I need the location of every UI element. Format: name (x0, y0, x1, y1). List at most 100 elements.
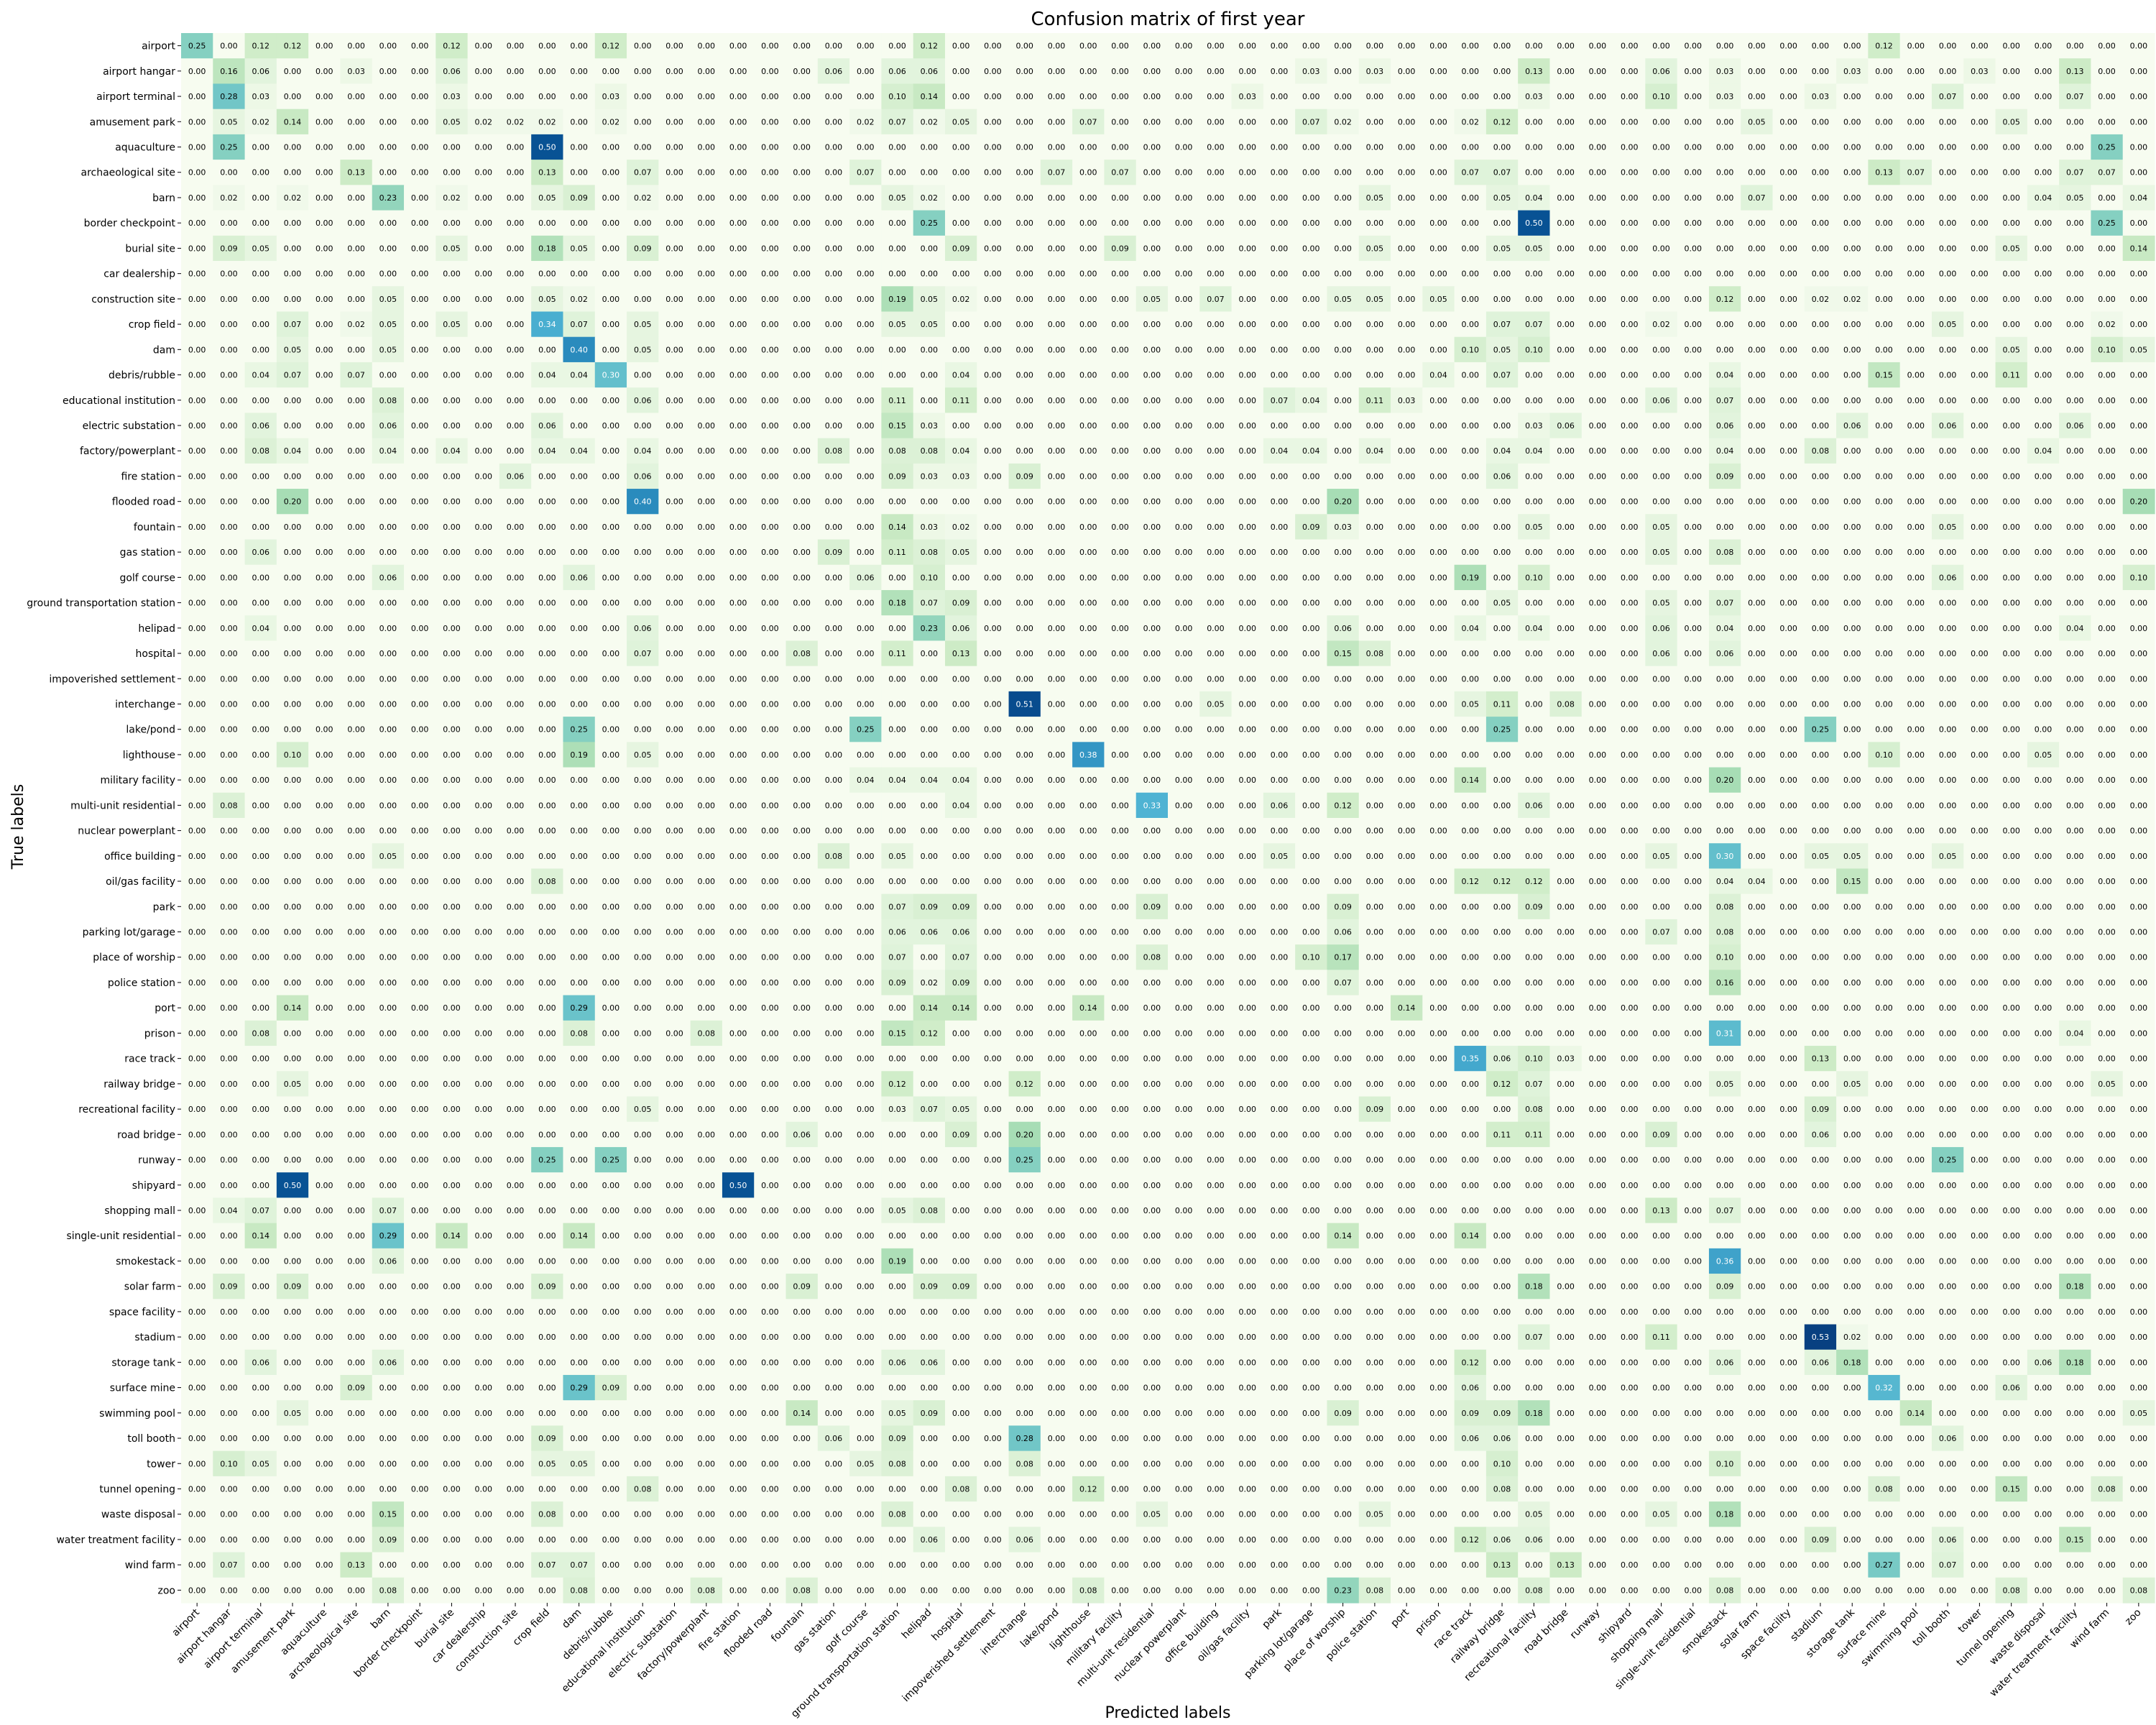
cell-value-label: 0.00 (507, 42, 525, 51)
cell-value-label: 0.00 (2002, 320, 2020, 329)
cell-value-label: 0.00 (443, 649, 461, 658)
cell-value-label: 0.00 (1843, 320, 1861, 329)
heatmap-cell (2027, 109, 2060, 135)
heatmap-cell (1741, 134, 1774, 160)
cell-value-label: 0.00 (602, 345, 620, 354)
heatmap-cell (1645, 58, 1678, 85)
heatmap-cell (276, 33, 309, 59)
cell-value-label: 0.00 (284, 396, 302, 405)
cell-value-label: 0.00 (761, 801, 779, 810)
cell-value-label: 0.00 (1048, 902, 1066, 911)
cell-value-label: 0.00 (475, 827, 493, 836)
cell-value-label: 0.00 (443, 143, 461, 152)
cell-value-label: 0.00 (1366, 978, 1384, 988)
cell-value-label: 0.00 (1015, 193, 1033, 203)
cell-value-label: 0.00 (284, 852, 302, 861)
cell-value-label: 0.00 (411, 92, 429, 101)
heatmap-cell (1581, 33, 1614, 59)
heatmap-cell (1677, 185, 1710, 211)
cell-value-label: 0.00 (602, 674, 620, 684)
cell-value-label: 0.00 (602, 750, 620, 760)
cell-value-label: 0.00 (857, 446, 875, 456)
cell-value-label: 0.00 (1557, 92, 1575, 101)
cell-value-label: 0.30 (1716, 852, 1734, 861)
cell-value-label: 0.00 (1238, 801, 1256, 810)
cell-value-label: 0.00 (252, 827, 270, 836)
heatmap-cell (499, 210, 532, 236)
cell-value-label: 0.00 (793, 776, 811, 785)
cell-value-label: 0.00 (1843, 193, 1861, 203)
heatmap-cell (372, 58, 405, 85)
cell-value-label: 0.00 (1589, 928, 1607, 937)
cell-value-label: 0.00 (411, 193, 429, 203)
cell-value-label: 0.00 (602, 978, 620, 988)
heatmap-cell (372, 83, 405, 110)
cell-value-label: 0.00 (857, 674, 875, 684)
cell-value-label: 0.00 (1207, 827, 1225, 836)
cell-value-label: 0.03 (1971, 67, 1989, 76)
cell-value-label: 0.00 (284, 699, 302, 709)
heatmap-cell (1613, 83, 1646, 110)
cell-value-label: 0.00 (665, 421, 683, 431)
cell-value-label: 0.00 (2066, 396, 2084, 405)
cell-value-label: 0.00 (1302, 42, 1320, 51)
cell-value-label: 0.00 (1557, 548, 1575, 557)
cell-value-label: 0.00 (1079, 523, 1097, 532)
cell-value-label: 0.00 (1748, 573, 1766, 582)
cell-value-label: 0.00 (347, 776, 365, 785)
cell-value-label: 0.00 (1398, 193, 1416, 203)
cell-value-label: 0.00 (602, 953, 620, 962)
cell-value-label: 0.00 (2130, 371, 2148, 380)
cell-value-label: 0.05 (2066, 193, 2084, 203)
cell-value-label: 0.00 (1462, 193, 1480, 203)
cell-value-label: 0.00 (284, 978, 302, 988)
cell-value-label: 0.00 (284, 548, 302, 557)
cell-value-label: 0.00 (1398, 295, 1416, 304)
cell-value-label: 0.00 (538, 396, 556, 405)
cell-value-label: 0.00 (1812, 143, 1830, 152)
cell-value-label: 0.00 (507, 168, 525, 178)
cell-value-label: 0.00 (1143, 421, 1161, 431)
cell-value-label: 0.00 (1493, 548, 1511, 557)
cell-value-label: 0.00 (507, 1003, 525, 1013)
heatmap-cell (1231, 58, 1264, 85)
cell-value-label: 0.00 (921, 852, 939, 861)
heatmap-cell (467, 185, 500, 211)
cell-value-label: 0.00 (379, 599, 397, 608)
heatmap-cell (1422, 210, 1455, 236)
cell-value-label: 0.04 (2066, 624, 2084, 633)
heatmap-cell (2027, 160, 2060, 185)
cell-value-label: 0.00 (1238, 573, 1256, 582)
cell-value-label: 0.04 (252, 624, 270, 633)
cell-value-label: 0.00 (1685, 371, 1703, 380)
cell-value-label: 0.00 (1589, 193, 1607, 203)
cell-value-label: 0.00 (220, 928, 238, 937)
cell-value-label: 0.00 (1557, 573, 1575, 582)
cell-value-label: 0.00 (570, 928, 588, 937)
heatmap-cell (1358, 83, 1391, 110)
cell-value-label: 0.00 (379, 776, 397, 785)
cell-value-label: 0.00 (284, 421, 302, 431)
cell-value-label: 0.00 (1207, 193, 1225, 203)
cell-value-label: 0.00 (857, 902, 875, 911)
cell-value-label: 0.00 (507, 852, 525, 861)
cell-value-label: 0.10 (1302, 953, 1320, 962)
heatmap-cell (1263, 58, 1296, 85)
cell-value-label: 0.00 (1621, 295, 1639, 304)
heatmap-cell (1040, 109, 1073, 135)
cell-value-label: 0.00 (2098, 67, 2116, 76)
heatmap-cell (1804, 109, 1837, 135)
cell-value-label: 0.08 (1557, 699, 1575, 709)
cell-value-label: 0.00 (2066, 295, 2084, 304)
cell-value-label: 0.00 (2002, 1003, 2020, 1013)
cell-value-label: 0.00 (1048, 396, 1066, 405)
cell-value-label: 0.00 (1271, 928, 1289, 937)
cell-value-label: 0.00 (252, 523, 270, 532)
cell-value-label: 0.00 (1621, 573, 1639, 582)
cell-value-label: 0.00 (411, 472, 429, 481)
cell-value-label: 0.00 (1015, 270, 1033, 279)
heatmap-cell (1804, 210, 1837, 236)
heatmap-cell (1008, 210, 1041, 236)
cell-value-label: 0.00 (665, 573, 683, 582)
heatmap-cell (1518, 134, 1551, 160)
